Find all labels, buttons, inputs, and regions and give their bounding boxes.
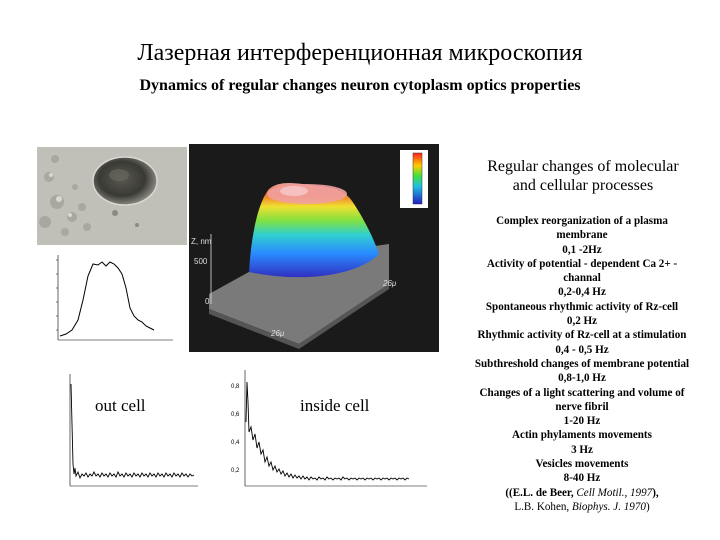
ref2-close: ): [645, 500, 650, 513]
colorbar-icon: [400, 150, 428, 208]
reference-1: ((E.L. de Beer, Cell Motil., 1997),: [456, 486, 708, 500]
z-axis-label: Z, nm: [191, 237, 212, 246]
slide-title: Лазерная интерференционная микроскопия: [137, 40, 583, 66]
side-heading-line: Regular changes of molecular: [487, 158, 679, 175]
process-line: 0,2 Hz: [566, 315, 598, 328]
cell-profile-plot: [38, 250, 178, 354]
ref1-close: ),: [652, 486, 659, 499]
x-axis-bottom-label: 26μ: [270, 329, 285, 338]
process-line: Rhythmic activity of Rz-cell at a stimul…: [477, 329, 687, 342]
process-line: Spontaneous rhythmic activity of Rz-cell: [485, 300, 679, 313]
z-tick-0: 0: [205, 297, 210, 306]
ref2-journal: Biophys. J. 1970: [571, 500, 646, 513]
process-line: 0,2-0,4 Hz: [558, 286, 606, 299]
svg-text:0,8: 0,8: [231, 384, 240, 390]
z-tick-500: 500: [194, 257, 208, 266]
inside-cell-label: inside cell: [300, 396, 370, 415]
svg-text:0,4: 0,4: [231, 440, 240, 446]
process-line: Vesicles movements: [535, 458, 629, 471]
process-line: membrane: [556, 229, 608, 242]
side-heading-line: and cellular processes: [512, 177, 654, 194]
reference-2: L.B. Kohen, Biophys. J. 1970): [456, 500, 708, 514]
out-cell-label: out cell: [95, 396, 146, 415]
process-line: channal: [563, 272, 601, 285]
side-heading: Regular changes of molecular and cellula…: [452, 157, 714, 195]
ref2-author: L.B. Kohen,: [514, 500, 572, 513]
process-line: 8-40 Hz: [563, 472, 601, 485]
svg-text:0,6: 0,6: [231, 412, 240, 418]
interference-3d-plot: Z, nm 500 0 26μ 26μ: [189, 144, 439, 352]
process-line: 0,1 -2Hz: [562, 243, 602, 256]
x-axis-right-label: 26μ: [382, 279, 397, 288]
process-line: Actin phylaments movements: [512, 429, 652, 442]
process-line: nerve fibril: [555, 400, 609, 413]
process-line: 1-20 Hz: [563, 415, 601, 428]
slide-subtitle: Dynamics of regular changes neuron cytop…: [139, 77, 581, 94]
process-line: 0,4 - 0,5 Hz: [555, 343, 609, 356]
ref1-journal: Cell Motil., 1997: [576, 486, 653, 499]
process-line: Subthreshold changes of membrane potenti…: [474, 357, 690, 370]
cell-micrograph-icon: [37, 147, 187, 245]
spectrum-out-cell: [69, 374, 198, 487]
process-line: Changes of a light scattering and volume…: [479, 386, 685, 399]
process-line: 3 Hz: [571, 443, 593, 456]
process-line: Complex reorganization of a plasma: [496, 215, 668, 227]
spectrum-inside-cell: 0,8 0,6 0,4 0,2: [231, 370, 427, 487]
process-line: Activity of potential - dependent Ca 2+ …: [486, 257, 678, 270]
process-list: Complex reorganization of a plasma membr…: [456, 214, 708, 514]
process-line: 0,8-1,0 Hz: [558, 372, 606, 385]
svg-text:0,2: 0,2: [231, 468, 240, 474]
ref1-author: ((E.L. de Beer,: [505, 486, 577, 499]
